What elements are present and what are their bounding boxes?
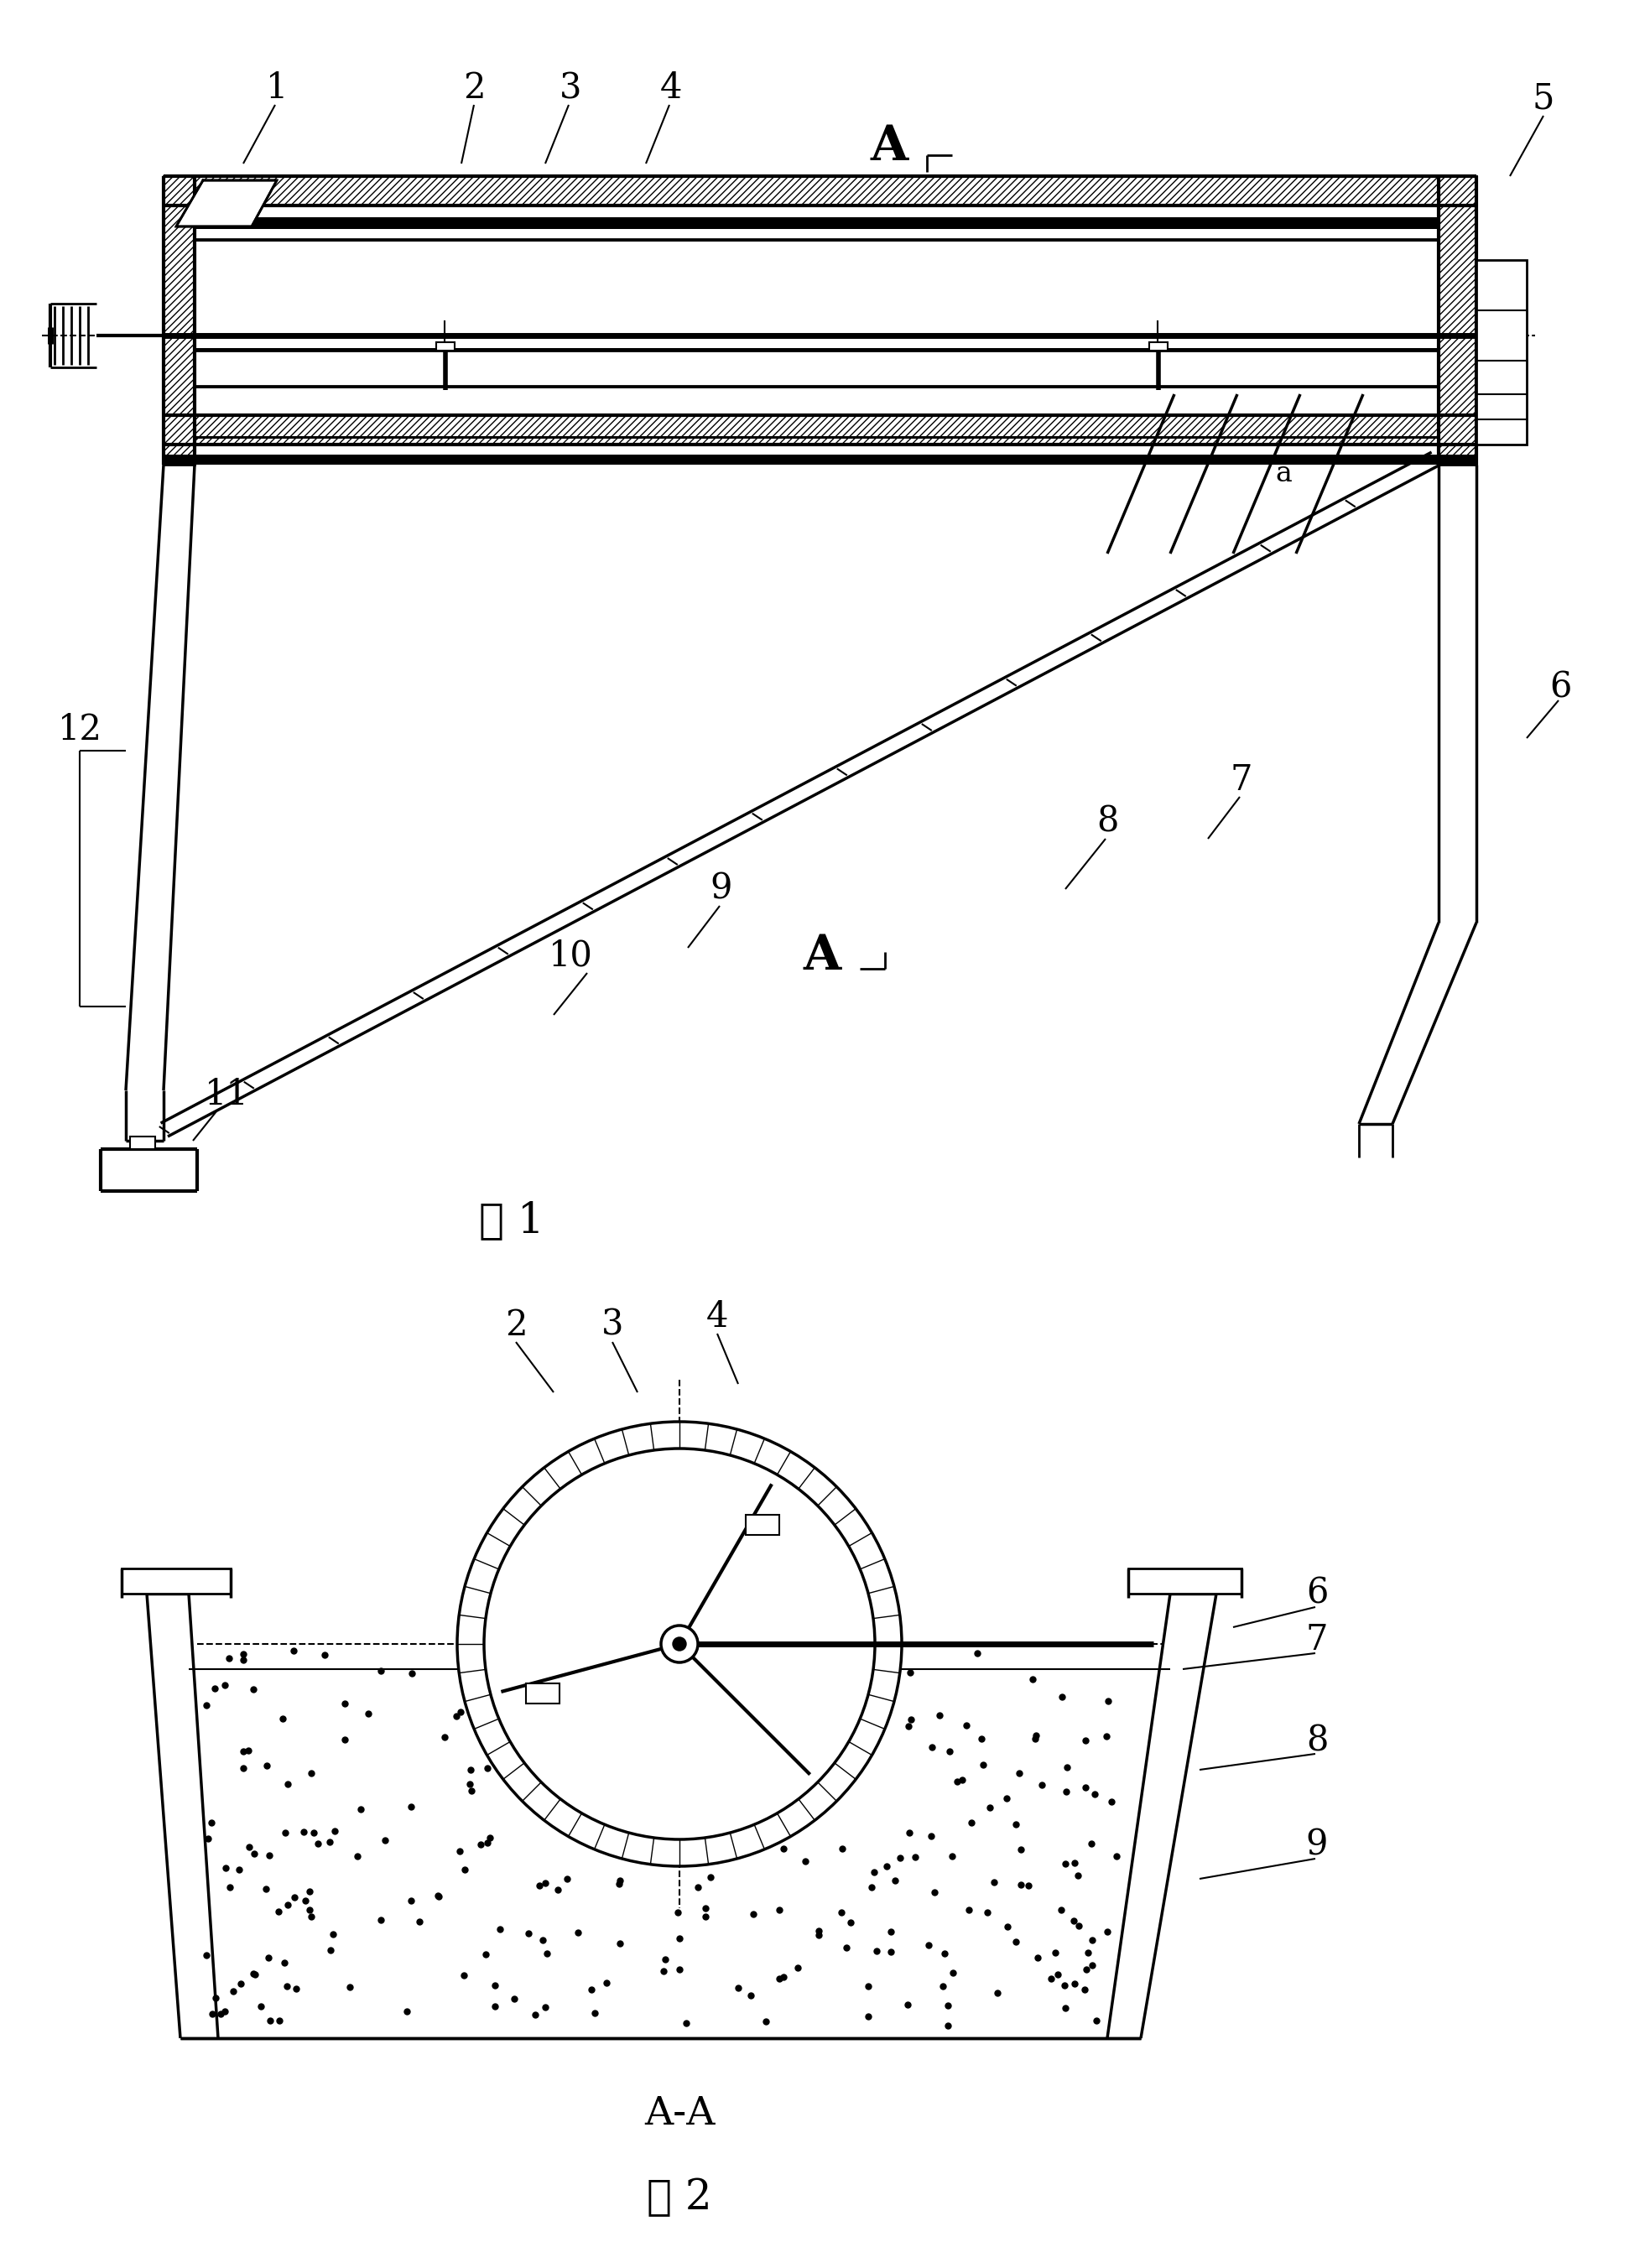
Text: 10: 10 [548,939,592,973]
Text: A: A [870,122,908,170]
Text: 2: 2 [462,70,485,107]
Text: 9: 9 [1305,1828,1328,1862]
Text: 6: 6 [1305,1576,1328,1610]
Circle shape [662,1626,698,1662]
Text: 7: 7 [1305,1622,1328,1658]
Bar [163,415,1477,445]
Bar [163,177,195,465]
Bar [1148,342,1168,352]
Bar [1439,177,1477,465]
Bar [1129,1569,1241,1594]
Text: 1: 1 [266,70,287,107]
Polygon shape [177,181,277,227]
Bar [1477,261,1526,445]
Text: 3: 3 [559,70,581,107]
Bar [195,347,1439,352]
Text: A: A [804,932,842,980]
Text: 6: 6 [1549,669,1571,705]
Bar [526,1683,559,1703]
Text: 4: 4 [660,70,681,107]
Text: a: a [1275,460,1292,488]
Circle shape [483,1449,875,1839]
Text: 5: 5 [1533,82,1554,116]
Text: 8: 8 [1096,805,1119,839]
Text: 4: 4 [706,1300,728,1334]
Text: 3: 3 [601,1309,624,1343]
Bar [195,386,1439,388]
Bar [195,386,1439,438]
Text: 图 2: 图 2 [647,2177,713,2218]
Bar [195,238,1439,352]
Bar [195,238,1439,243]
Bar [195,435,1439,438]
Text: 8: 8 [1305,1724,1328,1758]
Circle shape [673,1637,686,1651]
Bar [746,1515,779,1535]
Bar [163,454,1477,465]
Bar [436,342,455,352]
Circle shape [457,1422,903,1867]
Text: 9: 9 [711,871,733,907]
Text: A-A: A-A [644,2096,714,2132]
Text: 2: 2 [505,1309,526,1343]
Bar [130,1136,155,1150]
Text: 7: 7 [1231,762,1252,798]
Text: 12: 12 [58,712,102,748]
Text: 11: 11 [205,1077,249,1111]
Bar [195,218,1439,229]
Bar [163,177,1477,206]
Text: 图 1: 图 1 [478,1200,544,1241]
Bar [122,1569,231,1594]
